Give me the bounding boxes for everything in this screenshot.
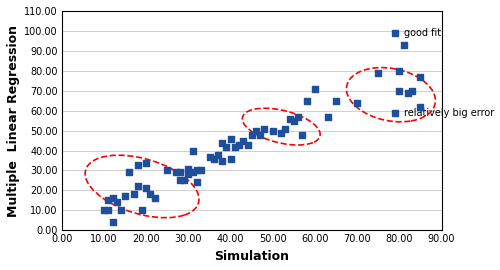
Point (278, 130, 285, 135)
Point (180, 178, 188, 183)
Point (396, 89, 404, 93)
Point (104, 208, 112, 212)
Point (210, 156, 218, 161)
Point (302, 99, 310, 103)
Point (193, 180, 201, 185)
Point (286, 116, 294, 121)
Point (218, 140, 226, 145)
Point (218, 158, 226, 163)
Point (176, 170, 184, 175)
Point (142, 160, 150, 165)
Point (235, 142, 243, 147)
Point (134, 162, 142, 167)
Point (408, 89, 416, 93)
Point (108, 196, 116, 201)
Point (121, 194, 129, 199)
Point (256, 133, 264, 137)
Point (416, 104, 424, 109)
Point (197, 168, 205, 173)
Point (231, 144, 239, 149)
Point (222, 144, 230, 149)
Point (100, 208, 108, 212)
Point (269, 129, 277, 133)
Point (184, 166, 192, 171)
Point (126, 170, 134, 175)
Point (332, 99, 340, 103)
Point (324, 114, 332, 119)
Point (252, 129, 260, 133)
Point (112, 200, 120, 205)
X-axis label: Simulation: Simulation (214, 250, 289, 263)
Point (353, 100, 361, 105)
Point (290, 119, 298, 123)
Point (188, 148, 196, 153)
Point (176, 178, 184, 183)
Y-axis label: Multiple  Linear Regression: Multiple Linear Regression (7, 25, 20, 217)
Point (311, 87, 319, 91)
Point (294, 114, 302, 119)
Text: good fit: good fit (404, 28, 440, 38)
Point (150, 196, 158, 201)
Point (396, 69, 404, 73)
Point (282, 126, 290, 131)
Point (188, 170, 196, 175)
Point (240, 139, 248, 143)
Point (298, 133, 306, 137)
Point (172, 170, 180, 175)
Point (104, 198, 112, 202)
Point (164, 168, 172, 173)
Point (206, 154, 214, 159)
Point (374, 71, 382, 75)
Point (193, 168, 201, 173)
Point (184, 172, 192, 177)
Point (400, 43, 407, 47)
Text: relatively big error: relatively big error (404, 108, 494, 118)
Point (142, 186, 150, 191)
Point (214, 152, 222, 157)
Point (108, 220, 116, 225)
Point (138, 208, 146, 212)
Point (226, 136, 234, 141)
Point (130, 192, 138, 197)
Point (404, 90, 412, 95)
Point (244, 142, 252, 147)
Point (416, 75, 424, 79)
Point (134, 184, 142, 189)
Point (260, 126, 268, 131)
Point (146, 192, 154, 197)
Point (117, 208, 125, 212)
Point (226, 156, 234, 161)
Point (248, 133, 256, 137)
